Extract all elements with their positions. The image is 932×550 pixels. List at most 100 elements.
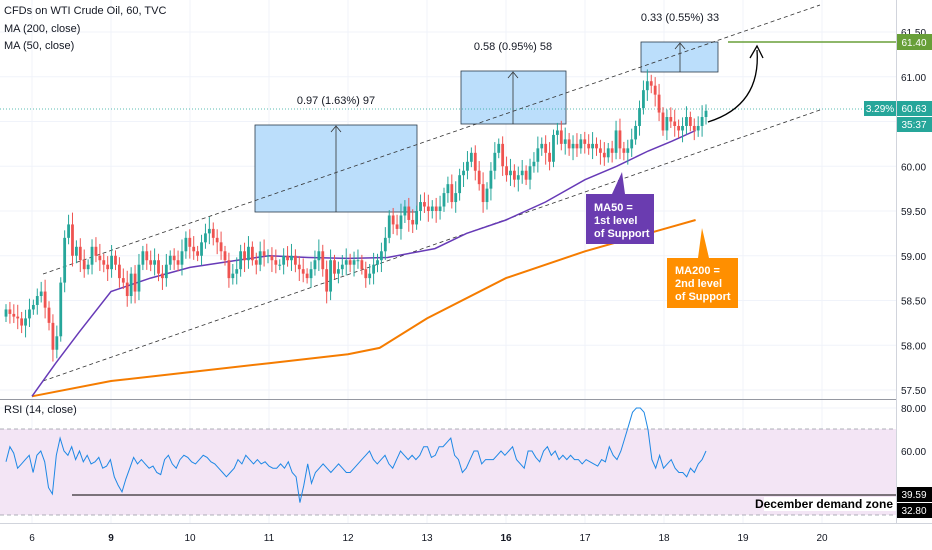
candle-body <box>325 269 329 292</box>
candle-body <box>618 130 622 149</box>
svg-text:1st level: 1st level <box>594 215 637 227</box>
rsi-tick-label: 80.00 <box>901 404 926 415</box>
candle-body <box>524 170 528 180</box>
candle-body <box>391 215 395 225</box>
candle-body <box>407 206 411 220</box>
rsi-legend[interactable]: RSI (14, close) <box>4 404 77 416</box>
time-tick-label: 20 <box>816 533 828 544</box>
measure-box-2[interactable]: 0.58 (0.95%) 58 <box>460 41 567 125</box>
candle-body <box>74 246 78 256</box>
candle-body <box>462 170 465 176</box>
candle-body <box>559 130 563 144</box>
ma50-line <box>31 129 696 397</box>
candle-body <box>110 255 113 270</box>
candle-body <box>90 246 94 265</box>
candle-body <box>161 273 164 279</box>
candle-body <box>434 206 438 211</box>
candle-body <box>438 206 442 211</box>
measure-box-2-fill <box>460 70 567 125</box>
candle-body <box>602 152 606 158</box>
svg-text:39.59: 39.59 <box>901 490 926 501</box>
candle-body <box>262 251 266 256</box>
ma50-callout[interactable]: MA50 = 1st level of Support <box>586 172 654 244</box>
time-tick-label: 13 <box>421 533 433 544</box>
measure-label-2: 0.58 (0.95%) 58 <box>474 41 552 53</box>
candle-body <box>266 255 270 257</box>
candle-body <box>282 255 286 265</box>
candle-body <box>610 148 614 153</box>
candle-body <box>466 161 469 171</box>
price-tick-label: 58.50 <box>901 297 926 308</box>
candle-body <box>71 224 74 256</box>
candle-body <box>540 143 544 149</box>
measure-label-1: 0.97 (1.63%) 97 <box>297 95 375 107</box>
candle-body <box>512 170 516 180</box>
candle-body <box>548 152 551 162</box>
candle-body <box>35 296 39 305</box>
chart-title: CFDs on WTI Crude Oil, 60, TVC <box>4 5 167 17</box>
candle-body <box>352 260 356 265</box>
candle-body <box>688 117 692 126</box>
svg-text:3.29%: 3.29% <box>866 104 894 115</box>
candle-body <box>626 148 630 153</box>
candle-body <box>137 264 141 292</box>
candle-body <box>450 184 454 203</box>
candle-body <box>528 166 532 180</box>
candle-body <box>43 291 47 308</box>
time-axis[interactable]: 6 9 10 11 12 13 16 17 18 19 20 <box>29 533 828 544</box>
candle-body <box>141 251 145 265</box>
candle-body <box>63 237 67 283</box>
candle-body <box>473 152 477 171</box>
candle-body <box>481 184 485 203</box>
demand-zone-label: December demand zone <box>755 497 893 511</box>
measure-box-3[interactable]: 0.33 (0.55%) 33 <box>640 12 719 73</box>
candle-body <box>700 117 704 126</box>
candle-body <box>622 148 626 153</box>
candle-body <box>485 188 489 203</box>
candle-body <box>497 143 501 153</box>
candle-body <box>317 251 321 261</box>
candle-body <box>293 255 297 265</box>
candle-body <box>489 170 493 189</box>
rsi-layer <box>5 407 707 503</box>
svg-text:32.80: 32.80 <box>901 506 926 517</box>
candle-body <box>207 228 211 234</box>
candle-body <box>258 251 262 265</box>
candle-body <box>520 170 524 176</box>
candle-body <box>204 233 207 243</box>
candle-body <box>579 139 583 149</box>
candle-body <box>614 130 618 153</box>
candle-body <box>51 322 55 350</box>
candle-body <box>94 246 98 256</box>
candle-body <box>145 251 149 261</box>
candle-body <box>567 139 571 149</box>
candle-body <box>184 237 188 252</box>
candle-body <box>544 143 548 153</box>
ma200-callout[interactable]: MA200 = 2nd level of Support <box>667 228 738 308</box>
candle-body <box>12 313 16 317</box>
ma50-legend[interactable]: MA (50, close) <box>4 40 75 52</box>
measure-label-3: 0.33 (0.55%) 33 <box>641 12 719 24</box>
candle-body <box>270 255 274 261</box>
candle-body <box>599 148 602 153</box>
candle-body <box>681 125 684 131</box>
candle-body <box>348 260 352 265</box>
candle-body <box>552 134 555 162</box>
svg-text:61.40: 61.40 <box>901 38 926 49</box>
ma200-legend[interactable]: MA (200, close) <box>4 23 81 35</box>
rsi-band <box>0 429 896 515</box>
candle-body <box>442 193 446 207</box>
projection-arrow[interactable] <box>707 49 758 123</box>
candle-body <box>337 269 340 274</box>
candle-body <box>606 148 610 158</box>
candle-body <box>274 260 278 265</box>
candle-body <box>31 304 35 310</box>
candle-body <box>153 260 157 265</box>
candle-body <box>102 260 106 265</box>
last-price-label: 60.63 35:37 <box>897 101 932 132</box>
candle-body <box>587 143 591 149</box>
measure-box-1[interactable]: 0.97 (1.63%) 97 <box>254 95 418 213</box>
price-tick-label: 60.00 <box>901 162 926 173</box>
rsi-line <box>5 407 707 503</box>
